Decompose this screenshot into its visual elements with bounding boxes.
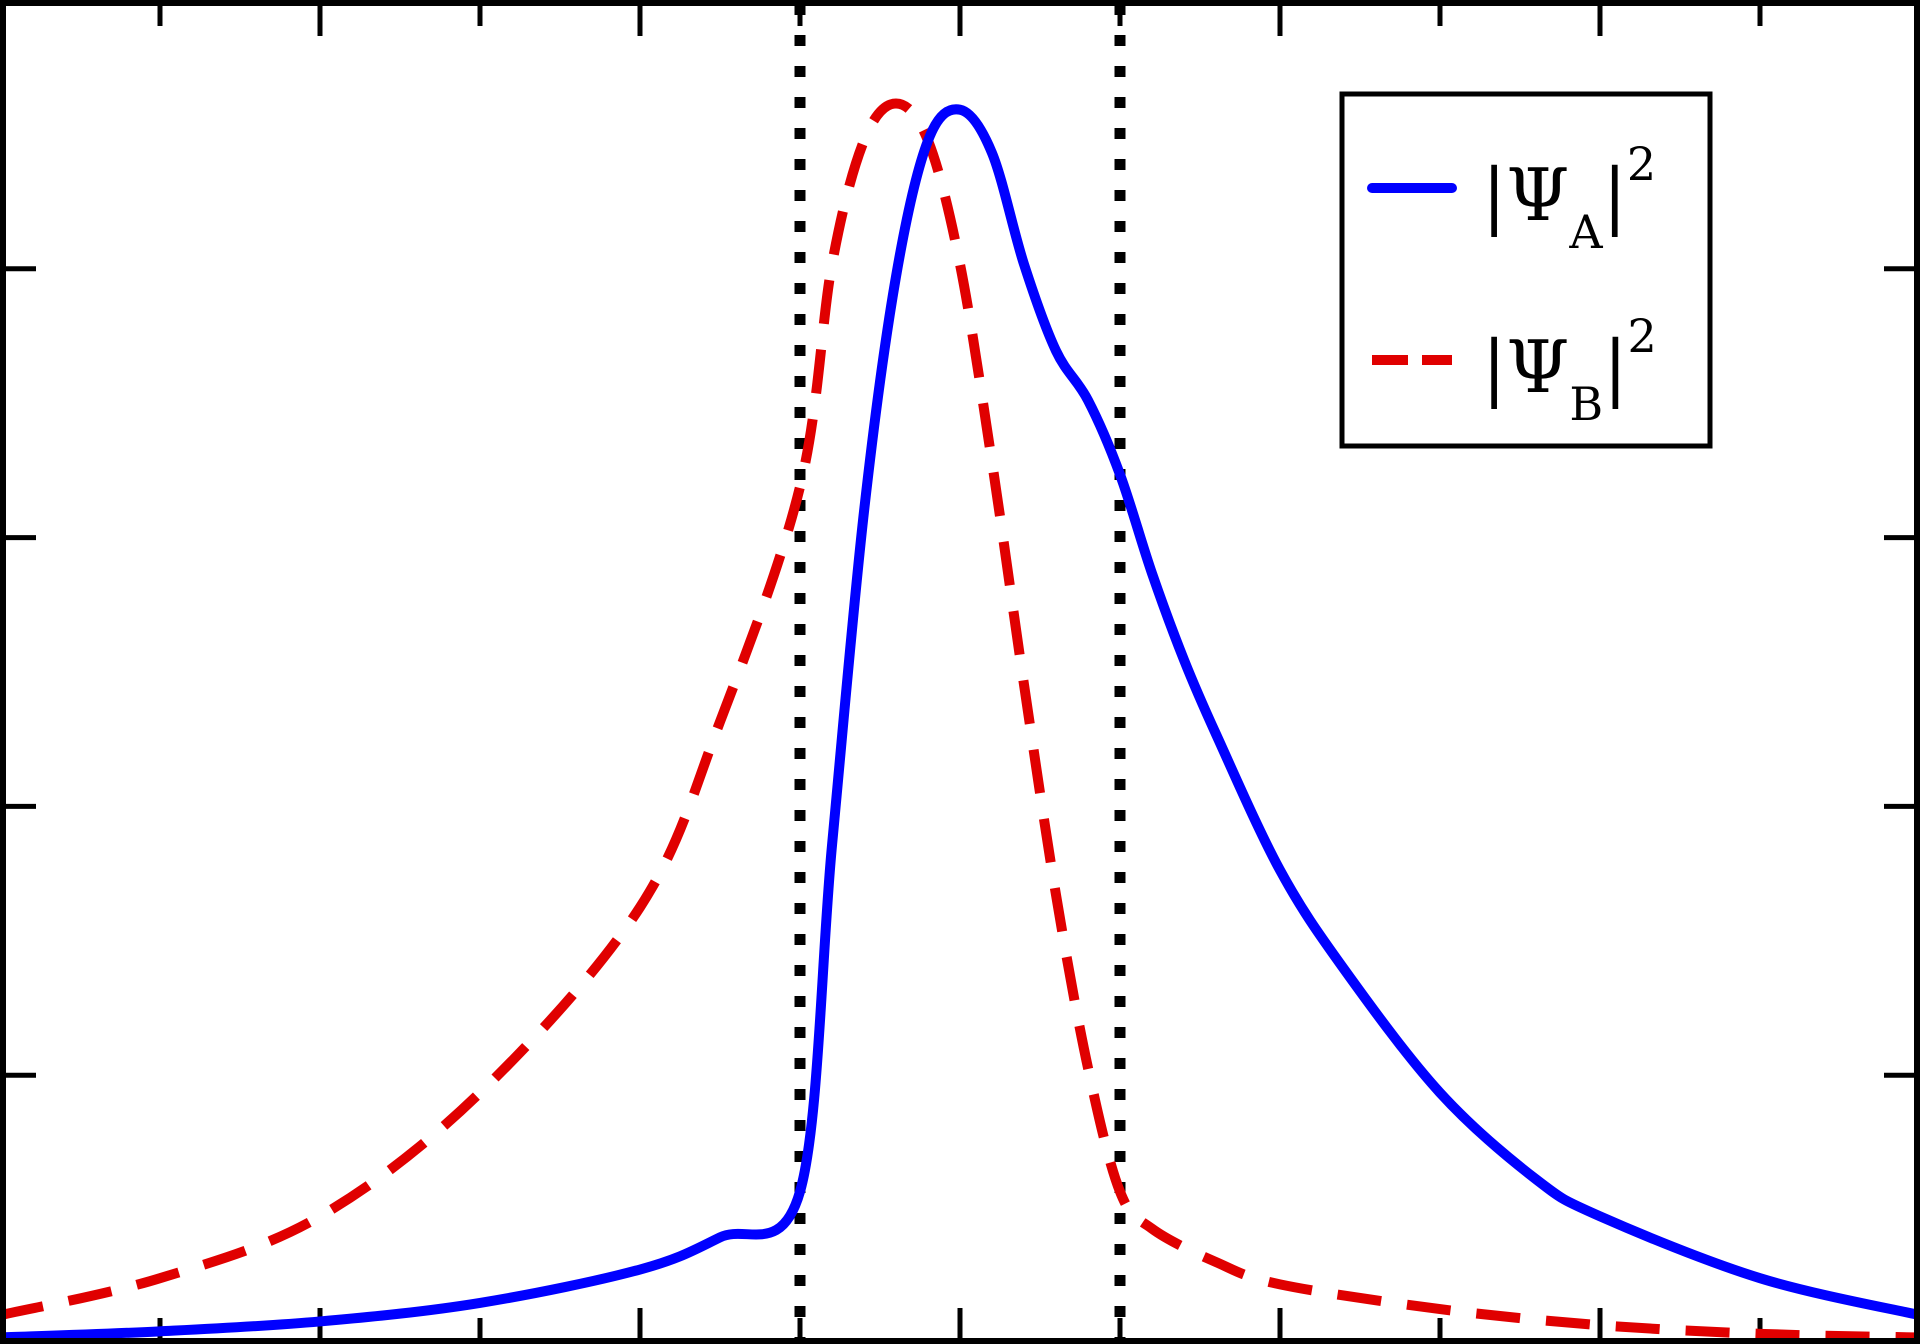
- legend-label-a-main: |Ψ: [1482, 153, 1569, 237]
- legend-label-b: |ΨB|2: [1482, 309, 1657, 431]
- legend-label-b-main: |Ψ: [1482, 325, 1569, 409]
- legend-label-a-sub: A: [1568, 205, 1603, 259]
- legend: |ΨA|2 |ΨB|2: [1339, 91, 1713, 449]
- legend-entry-a: |ΨA|2: [1367, 137, 1656, 259]
- legend-box: [1339, 91, 1713, 449]
- series-line-a: [0, 104, 1920, 1343]
- legend-label-b-bar: |: [1603, 325, 1627, 409]
- legend-entry-b: |ΨB|2: [1372, 309, 1657, 431]
- legend-label-a-bar: |: [1603, 153, 1627, 237]
- legend-label-a-sup: 2: [1627, 137, 1656, 191]
- series-line-b: [0, 98, 1920, 1343]
- legend-label-b-sup: 2: [1627, 309, 1656, 363]
- legend-label-b-sub: B: [1569, 377, 1603, 431]
- legend-label-a: |ΨA|2: [1482, 137, 1656, 259]
- reference-lines: [794, 4, 1126, 1340]
- series-lines: [0, 98, 1920, 1343]
